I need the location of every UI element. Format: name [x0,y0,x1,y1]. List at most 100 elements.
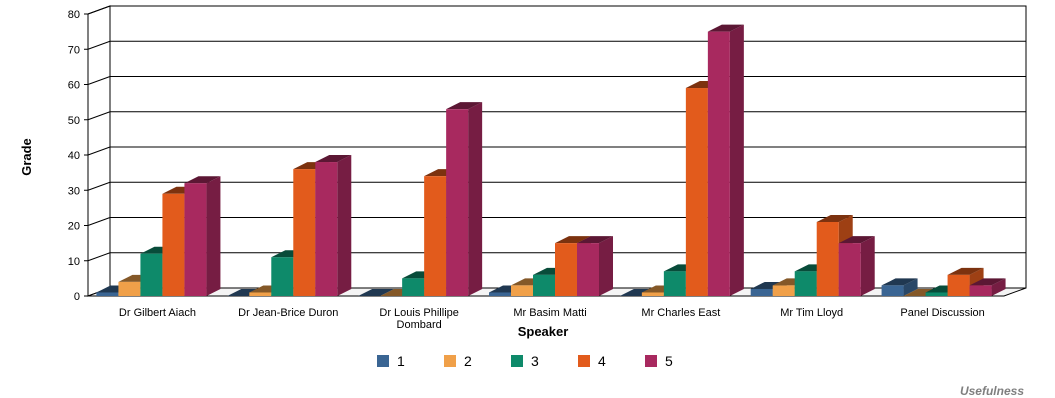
y-tick-label: 10 [68,256,80,268]
y-tick-label: 0 [74,291,80,303]
bar-group [750,214,875,296]
bar-front [184,183,207,296]
x-tick-label: Mr Tim Lloyd [780,307,843,319]
legend-item: 1 [377,353,405,369]
gridline-side [87,111,111,121]
x-tick-label: Panel Discussion [900,307,984,319]
bar-front [96,292,119,296]
bar-front [424,176,447,296]
y-tick-label: 50 [68,115,80,127]
legend-swatch [645,355,657,367]
legend-item: 5 [645,353,673,369]
bar-front [489,292,511,296]
bar-front [750,288,773,296]
bar-group [227,155,352,296]
bar-front [315,162,338,296]
x-tick-label: Mr Basim Matti [513,307,586,319]
bar-front [969,285,992,296]
bar-front [663,271,686,296]
legend-item: 2 [444,353,472,369]
gridline-side [87,76,111,85]
bar-top [947,267,984,275]
x-axis-title: Speaker [518,324,569,339]
legend-label: 2 [464,353,472,369]
bar [446,102,483,296]
legend-label: 4 [598,353,606,369]
bar-side [991,278,1006,296]
bar-front [641,292,664,296]
bar-front [947,274,970,296]
y-tick-label: 80 [68,9,80,21]
bar [358,289,395,296]
x-tick-label: Dr Jean-Brice Duron [238,307,338,319]
bar [707,24,744,296]
bar-top [555,236,591,244]
bar-front [293,169,316,296]
bar-front [555,243,577,296]
gridline-side [87,5,111,15]
x-tick-label: Mr Charles East [641,307,720,319]
legend-swatch [444,355,456,367]
legend-label: 5 [665,353,673,369]
bar [184,176,221,296]
bar-group [619,24,744,297]
bar-top [577,236,613,244]
bar-front [772,285,795,296]
bar-front [533,274,555,296]
legend-label: 1 [397,353,405,369]
legend-item: 4 [578,353,606,369]
bar-side [206,176,221,296]
y-axis-ticks: 0 10 20 30 40 50 60 70 80 [68,9,88,303]
bar-group [358,102,483,296]
legend-item: 3 [511,353,539,369]
bar-front [707,31,730,296]
bar-side [468,102,483,296]
bar-front [794,271,817,296]
y-axis-title: Grade [19,138,34,176]
y-tick-label: 20 [68,221,80,233]
bar-front [816,221,839,296]
y-tick-label: 70 [68,44,80,56]
x-tick-label: Dr Gilbert Aiach [119,307,196,319]
bar-front [162,193,185,296]
bar-top [707,24,744,32]
gridline-side [87,252,111,262]
bar-top [184,176,221,184]
bar-front [685,88,708,297]
bar-top [358,289,395,296]
legend-label: 3 [531,353,539,369]
bar-side [903,278,918,296]
legend-swatch [511,355,523,367]
bar-group [881,267,1006,296]
bar-front [140,253,163,296]
gridline-side [87,181,111,191]
bar-top [969,278,1006,286]
bar-side [860,236,875,296]
legend-swatch [578,355,590,367]
bar-front [925,292,948,296]
bar-top [315,155,352,163]
y-tick-label: 30 [68,185,80,197]
y-tick-label: 40 [68,150,80,162]
x-tick-label: Dr Louis Phillipe Dombard [379,307,458,331]
bar-front [881,285,904,296]
bar [838,236,875,296]
bar-group [96,176,221,296]
bar-top [881,278,918,286]
bar-groups [96,24,1006,297]
bar [577,236,613,296]
bar [816,214,853,296]
bar-front [511,285,533,296]
legend: 1 2 3 4 5 [377,353,673,369]
bar-front [838,243,861,296]
bar-front [402,278,425,296]
bar-top [446,102,483,110]
bar-group [489,236,613,296]
bar [315,155,352,296]
bar [969,278,1006,296]
bar-top [816,214,853,222]
legend-swatch [377,355,389,367]
gridline-side [87,146,111,156]
bar-front [446,109,469,296]
